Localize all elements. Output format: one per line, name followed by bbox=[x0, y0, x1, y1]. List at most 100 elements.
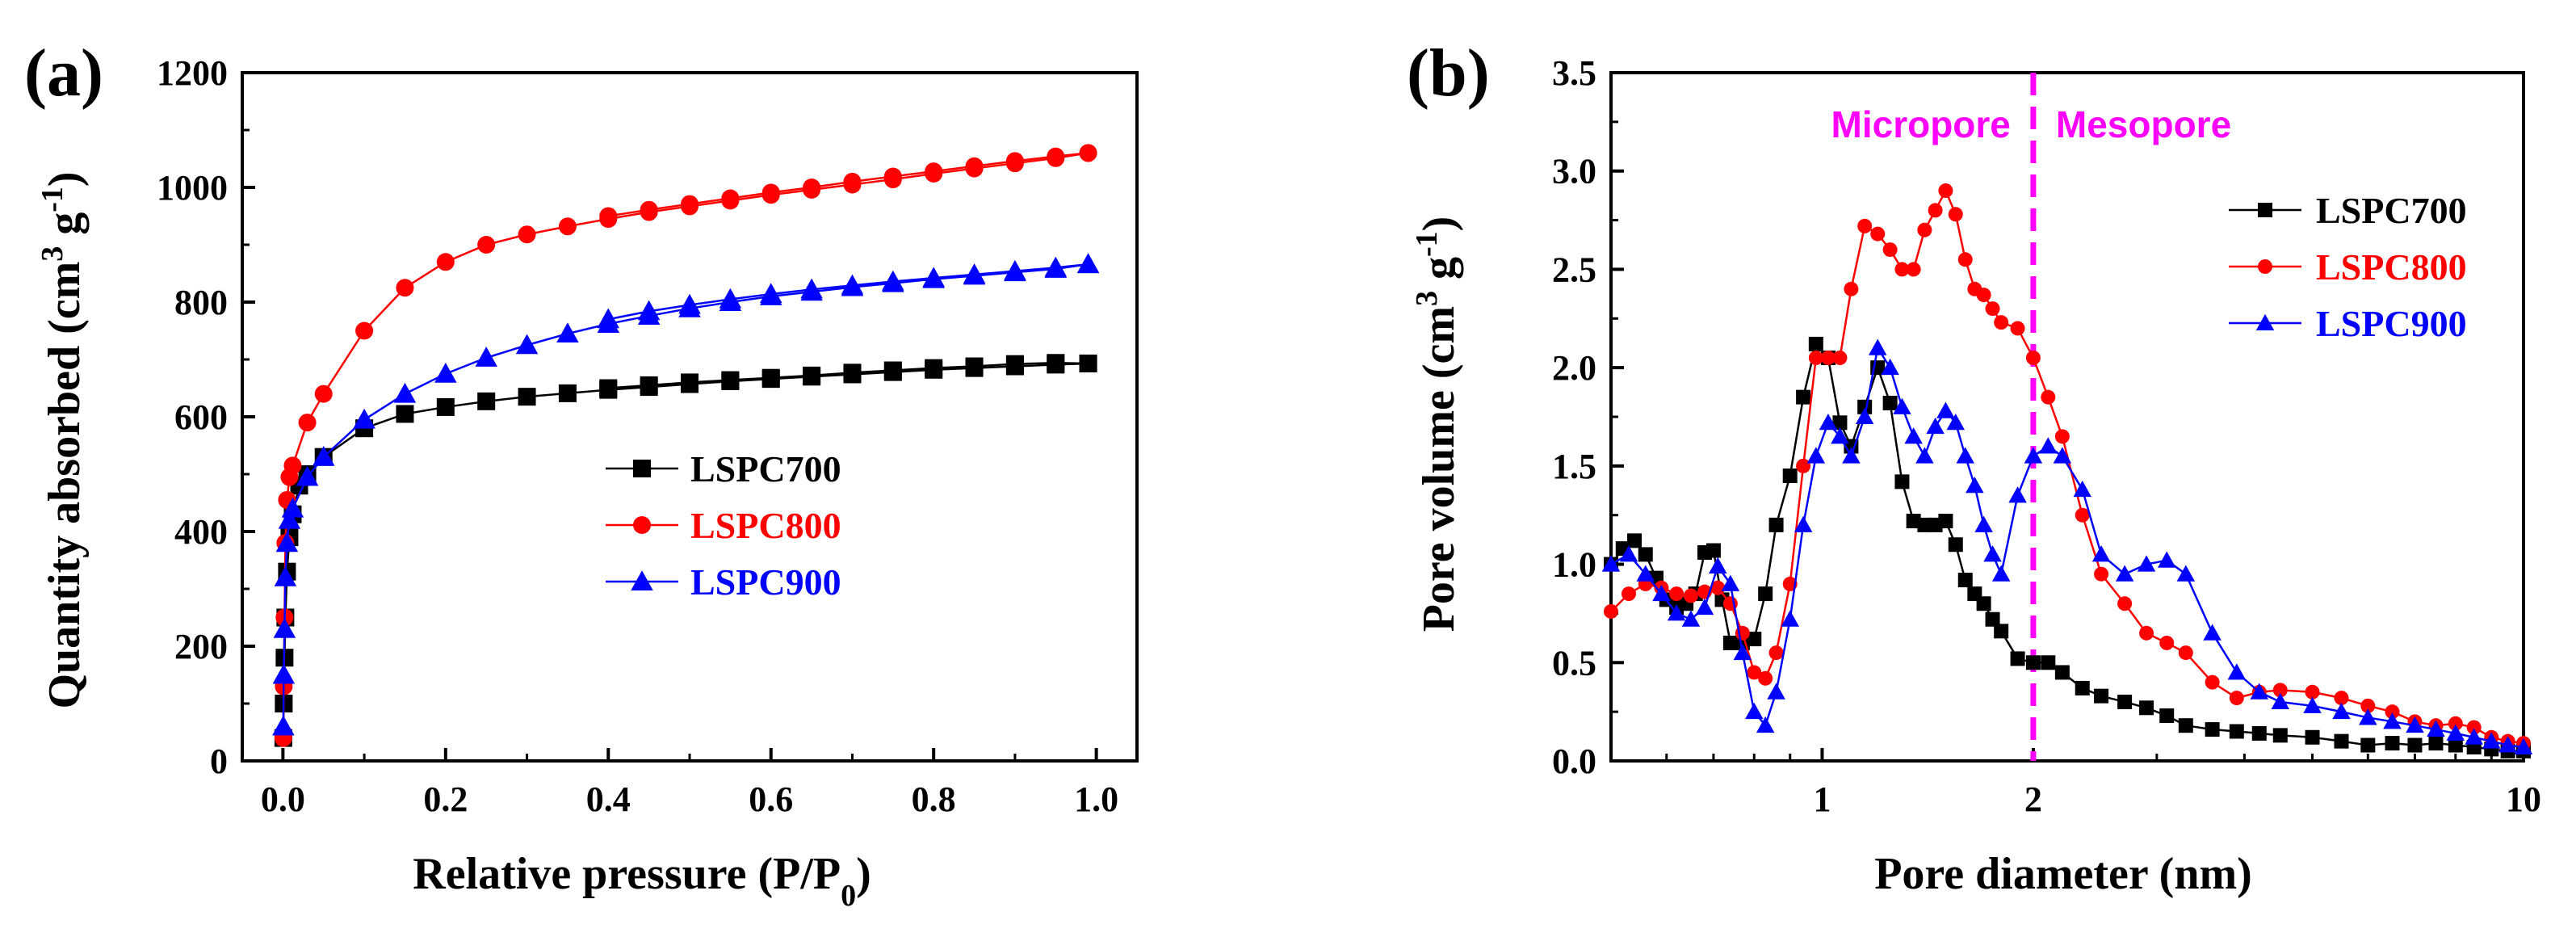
data-point bbox=[1844, 281, 1859, 296]
data-point bbox=[925, 359, 943, 377]
y-tick-label: 0.0 bbox=[1552, 742, 1596, 781]
data-point bbox=[2054, 429, 2070, 444]
data-point bbox=[1667, 604, 1686, 621]
data-point bbox=[678, 293, 701, 314]
data-point bbox=[1808, 350, 1823, 365]
data-point bbox=[1842, 447, 1861, 464]
panel-b: (b) 1 2 10 0.0 0.5 1.0 1.5 2.0 2.5 3.0 3.5 Micropo… bbox=[1407, 36, 2541, 899]
data-point bbox=[2383, 712, 2402, 729]
panel-a-y-axis-title-end: ) bbox=[40, 171, 90, 187]
data-point bbox=[1906, 514, 1921, 529]
mesopore-annotation: Mesopore bbox=[2056, 103, 2231, 145]
data-point bbox=[1705, 543, 1721, 558]
panel-a-y-axis-title: Quantity absorbed (cm3 g-1) bbox=[36, 171, 90, 708]
data-point bbox=[475, 347, 497, 367]
data-point bbox=[1926, 417, 1945, 435]
data-point bbox=[2139, 700, 2154, 716]
data-point bbox=[1938, 183, 1953, 199]
data-point bbox=[518, 388, 536, 406]
data-point bbox=[1936, 401, 1955, 418]
data-point bbox=[1938, 514, 1953, 529]
data-point bbox=[2010, 321, 2025, 336]
panel-b-y-axis-title-sup1: 3 bbox=[1410, 291, 1444, 306]
data-point bbox=[2094, 688, 2109, 704]
data-point bbox=[272, 663, 296, 684]
data-point bbox=[1768, 645, 1784, 661]
data-point bbox=[1868, 338, 1887, 355]
data-point bbox=[1832, 415, 1848, 431]
data-point bbox=[1005, 355, 1024, 373]
y-tick-label: 600 bbox=[174, 397, 228, 437]
y-tick-label: 3.5 bbox=[1552, 53, 1596, 93]
panel-a-x-axis-title-sub: 0 bbox=[841, 879, 856, 913]
y-tick-label: 800 bbox=[174, 283, 228, 322]
data-point bbox=[436, 253, 455, 271]
y-tick-label: 1000 bbox=[157, 168, 228, 208]
data-point bbox=[2137, 555, 2156, 572]
data-point bbox=[2025, 655, 2041, 670]
data-point bbox=[1976, 288, 1991, 303]
data-point bbox=[1079, 144, 1097, 162]
data-point bbox=[2305, 684, 2320, 700]
legend-marker bbox=[2258, 203, 2272, 217]
legend-marker bbox=[633, 460, 651, 477]
data-point bbox=[2115, 565, 2134, 582]
data-point bbox=[281, 497, 304, 518]
series-lspc900-adsorption-line bbox=[282, 263, 1089, 727]
series-lspc900-line bbox=[1610, 345, 2524, 749]
data-point bbox=[803, 366, 821, 384]
data-point bbox=[2041, 389, 2056, 405]
data-point bbox=[640, 376, 658, 394]
data-point bbox=[1882, 242, 1898, 258]
data-point bbox=[1857, 218, 1873, 233]
legend-label: LSPC700 bbox=[690, 448, 841, 490]
data-point bbox=[2465, 728, 2483, 745]
legend-marker bbox=[2258, 259, 2272, 274]
y-tick-label: 2.0 bbox=[1552, 348, 1596, 388]
data-point bbox=[273, 617, 296, 638]
data-point bbox=[883, 167, 902, 186]
data-point bbox=[2385, 704, 2400, 720]
legend-label: LSPC700 bbox=[2316, 190, 2467, 231]
data-point bbox=[2053, 447, 2072, 464]
data-point bbox=[637, 300, 661, 321]
data-point bbox=[278, 509, 301, 529]
data-point bbox=[1044, 256, 1068, 277]
data-point bbox=[2334, 691, 2349, 706]
data-point bbox=[393, 382, 417, 403]
data-point bbox=[296, 465, 319, 486]
data-point bbox=[963, 263, 986, 284]
data-point bbox=[599, 379, 618, 397]
data-point bbox=[1627, 533, 1643, 548]
data-point bbox=[640, 200, 658, 219]
y-tick-label: 3.0 bbox=[1552, 152, 1596, 191]
data-point bbox=[2054, 665, 2070, 680]
data-point bbox=[2482, 732, 2501, 749]
data-point bbox=[1796, 389, 1811, 405]
data-point bbox=[2091, 545, 2111, 562]
data-point bbox=[843, 172, 862, 191]
data-point bbox=[681, 195, 699, 213]
legend-item-lspc800: LSPC800 bbox=[606, 505, 841, 546]
data-point bbox=[1695, 598, 1714, 616]
data-point bbox=[2360, 698, 2376, 713]
panel-b-y-axis-title-mid: g bbox=[1414, 257, 1464, 291]
data-point bbox=[1819, 414, 1838, 431]
panel-b-ticks: 1 2 10 0.0 0.5 1.0 1.5 2.0 2.5 3.0 3.5 bbox=[1552, 53, 2541, 819]
data-point bbox=[1745, 702, 1764, 720]
series-lspc800-line bbox=[1610, 188, 2524, 745]
data-point bbox=[719, 288, 742, 309]
data-point bbox=[2385, 736, 2400, 751]
data-point bbox=[1005, 152, 1024, 170]
panel-a-series bbox=[272, 144, 1100, 747]
data-point bbox=[2117, 596, 2133, 611]
data-point bbox=[965, 157, 984, 175]
panel-a-legend: LSPC700 LSPC800 LSPC900 bbox=[606, 448, 841, 603]
y-tick-label: 2.5 bbox=[1552, 250, 1596, 289]
data-point bbox=[1808, 336, 1823, 351]
data-point bbox=[518, 225, 536, 244]
data-point bbox=[681, 373, 699, 392]
data-point bbox=[2250, 683, 2269, 700]
data-point bbox=[1893, 397, 1911, 414]
